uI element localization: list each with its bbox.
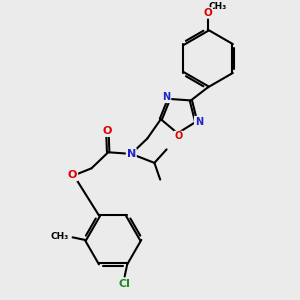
- Text: CH₃: CH₃: [209, 2, 227, 11]
- Text: N: N: [162, 92, 170, 102]
- Text: N: N: [195, 117, 203, 127]
- Text: O: O: [103, 126, 112, 136]
- Text: CH₃: CH₃: [50, 232, 69, 241]
- Text: O: O: [203, 8, 212, 18]
- Text: O: O: [68, 170, 77, 180]
- Text: O: O: [174, 131, 183, 142]
- Text: Cl: Cl: [118, 279, 130, 289]
- Text: N: N: [127, 149, 136, 159]
